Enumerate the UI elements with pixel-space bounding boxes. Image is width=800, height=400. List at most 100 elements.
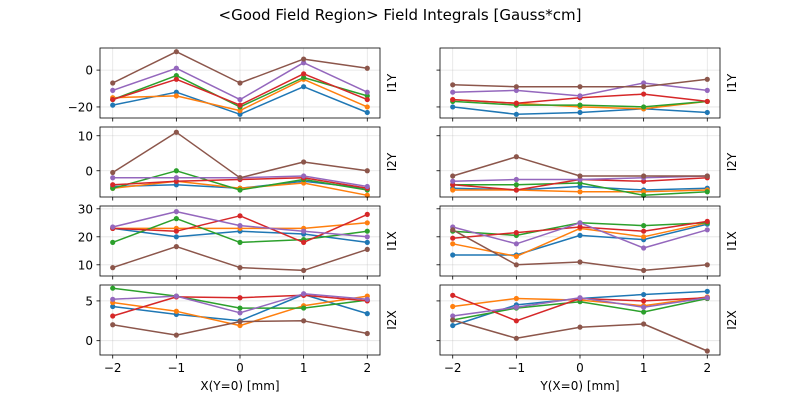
data-point-s5 xyxy=(110,224,116,230)
data-point-s3 xyxy=(110,239,116,245)
data-point-s4 xyxy=(301,71,307,77)
data-point-s6 xyxy=(641,173,647,179)
data-point-s3 xyxy=(110,285,116,291)
data-point-s6 xyxy=(301,318,307,324)
data-point-s2 xyxy=(237,108,243,114)
y-axis-label: I1Y xyxy=(725,73,739,92)
data-point-s6 xyxy=(301,56,307,62)
data-point-s5 xyxy=(110,87,116,93)
data-point-s4 xyxy=(513,187,519,193)
data-point-s3 xyxy=(301,305,307,311)
data-point-s5 xyxy=(450,178,456,184)
x-tick-label: 1 xyxy=(300,361,308,375)
data-point-s3 xyxy=(173,216,179,222)
data-point-s3 xyxy=(641,104,647,110)
data-point-s6 xyxy=(450,227,456,233)
subplot-i2y-x: 0 10 I2Y xyxy=(78,126,399,201)
data-point-s4 xyxy=(513,100,519,106)
data-point-s4 xyxy=(301,239,307,245)
x-tick-label: 1 xyxy=(640,361,648,375)
x-axis-label: Y(X=0) [mm] xyxy=(539,379,619,393)
data-point-s1 xyxy=(704,109,710,116)
data-point-s4 xyxy=(513,318,519,324)
data-point-s6 xyxy=(364,168,370,174)
data-point-s4 xyxy=(641,228,647,234)
data-point-s1 xyxy=(513,111,519,117)
data-point-s6 xyxy=(513,335,519,341)
data-point-s6 xyxy=(513,262,519,268)
data-point-s6 xyxy=(450,173,456,179)
data-point-s5 xyxy=(364,234,370,240)
x-axis-label: X(Y=0) [mm] xyxy=(200,379,279,393)
data-point-s5 xyxy=(364,183,370,190)
data-point-s5 xyxy=(450,89,456,95)
data-point-s5 xyxy=(173,209,179,215)
data-point-s4 xyxy=(450,96,456,103)
data-point-s6 xyxy=(110,322,116,328)
data-point-s6 xyxy=(301,267,307,273)
data-point-s5 xyxy=(173,175,179,181)
data-point-s1 xyxy=(173,89,179,95)
x-tick-label: −2 xyxy=(444,361,462,375)
data-point-s6 xyxy=(704,173,710,179)
y-axis-label: I1X xyxy=(385,231,399,250)
y-axis-label: I2X xyxy=(725,310,739,329)
data-point-s5 xyxy=(237,96,243,103)
subplot-i2y-y: I2Y xyxy=(436,126,739,201)
figure-title: <Good Field Region> Field Integrals [Gau… xyxy=(219,6,582,24)
data-point-s5 xyxy=(577,295,583,301)
data-point-s6 xyxy=(513,84,519,90)
subplot-i1y-y: I1Y xyxy=(436,47,739,122)
data-point-s1 xyxy=(364,239,370,245)
data-point-s4 xyxy=(173,76,179,82)
data-point-s4 xyxy=(237,295,243,301)
data-point-s4 xyxy=(173,228,179,234)
data-point-s5 xyxy=(641,245,647,251)
data-point-s4 xyxy=(577,224,583,230)
data-point-s1 xyxy=(450,104,456,110)
data-point-s3 xyxy=(641,223,647,229)
y-axis-label: I2Y xyxy=(385,152,399,171)
x-tick-label: −2 xyxy=(104,361,122,375)
data-point-s2 xyxy=(450,303,456,310)
data-point-s4 xyxy=(704,98,710,105)
data-point-s3 xyxy=(364,93,370,99)
data-point-s4 xyxy=(110,96,116,103)
x-tick-label: 0 xyxy=(236,361,244,375)
data-point-s5 xyxy=(110,296,116,302)
data-point-s5 xyxy=(301,173,307,179)
data-point-s4 xyxy=(450,292,456,298)
data-point-s2 xyxy=(237,322,243,329)
data-point-s5 xyxy=(704,87,710,93)
data-point-s6 xyxy=(173,129,179,135)
data-point-s6 xyxy=(704,262,710,268)
data-point-s6 xyxy=(237,318,243,325)
data-point-s5 xyxy=(173,65,179,71)
data-point-s2 xyxy=(641,234,647,240)
y-tick-label: 10 xyxy=(78,129,93,143)
data-point-s1 xyxy=(301,84,307,90)
data-point-s4 xyxy=(237,102,243,108)
data-point-s1 xyxy=(450,252,456,258)
data-point-s5 xyxy=(450,313,456,319)
data-point-s6 xyxy=(641,84,647,90)
data-point-s3 xyxy=(364,228,370,234)
y-axis-label: I1X xyxy=(725,231,739,250)
data-point-s4 xyxy=(704,218,710,224)
data-point-s6 xyxy=(173,332,179,338)
data-point-s4 xyxy=(513,230,519,236)
data-point-s6 xyxy=(301,159,307,165)
data-point-s1 xyxy=(364,109,370,116)
x-tick-label: −1 xyxy=(508,361,526,375)
data-point-s1 xyxy=(577,232,583,238)
data-point-s2 xyxy=(364,104,370,110)
data-point-s2 xyxy=(364,220,370,226)
data-point-s5 xyxy=(237,310,243,316)
data-point-s5 xyxy=(704,295,710,301)
data-point-s2 xyxy=(450,187,456,193)
data-point-s6 xyxy=(641,267,647,273)
data-point-s6 xyxy=(704,76,710,82)
y-tick-label: 0 xyxy=(85,334,93,348)
data-point-s5 xyxy=(513,176,519,183)
